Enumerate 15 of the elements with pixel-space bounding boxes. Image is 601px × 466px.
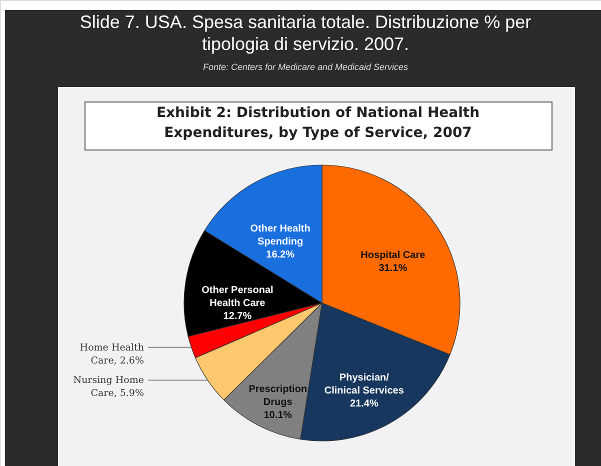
slice-label: Other Personal Health Care: [202, 284, 274, 309]
slice-label: Home Health Care, 2.6%: [80, 342, 144, 366]
data-label: 31.1%: [378, 263, 408, 274]
text: Exhibit 2: Distribution of National Health Expenditures, by Type of Service, 2007: [156, 105, 480, 141]
slice-label: Physician/ Clinical Services: [324, 372, 404, 396]
data-label: 16.2%: [266, 249, 295, 260]
slice-label: Hospital Care: [360, 250, 426, 262]
chart-title: Slide 7. USA. Spesa sanitaria totale. Distribuzione % per tipologia di servizio. 2007.: [80, 12, 532, 54]
data-label: 10.1%: [264, 410, 292, 421]
slice-label: Other Health Spending: [250, 223, 310, 248]
chart-subtitle: Fonte: Centers for Medicare and Medicaid Services: [202, 62, 409, 72]
slice-label: Prescription Drugs: [248, 384, 308, 408]
data-label: 21.4%: [350, 398, 378, 410]
slice-label: Nursing Home Care, 5.9%: [73, 375, 144, 400]
data-label: 12.7%: [223, 310, 252, 322]
